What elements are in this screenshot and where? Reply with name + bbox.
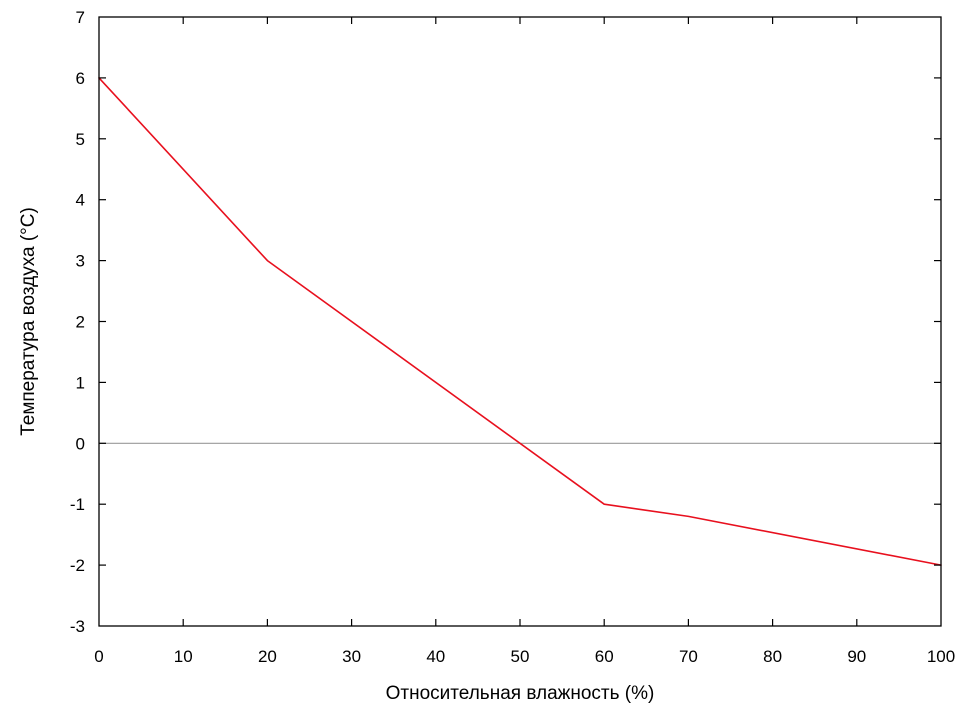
y-axis-label: Температура воздуха (°C)	[18, 207, 39, 436]
x-tick-label: 90	[847, 647, 866, 666]
x-tick-label: 100	[927, 647, 955, 666]
y-axis-ticks: -3 -2 -1 0 1 2 3 4 5 6 7	[70, 8, 941, 636]
x-tick-label: 10	[174, 647, 193, 666]
y-tick-label: 3	[76, 252, 85, 271]
x-axis-ticks: 0 10 20 30 40 50 60 70 80 90 100	[94, 17, 955, 666]
x-tick-label: 0	[94, 647, 103, 666]
y-tick-label: 7	[76, 8, 85, 27]
y-tick-label: 1	[76, 373, 85, 392]
x-tick-label: 40	[426, 647, 445, 666]
y-tick-label: 5	[76, 130, 85, 149]
y-tick-label: 6	[76, 69, 85, 88]
y-tick-label: 2	[76, 313, 85, 332]
x-tick-label: 80	[763, 647, 782, 666]
x-axis-label: Относительная влажность (%)	[386, 683, 655, 704]
x-tick-label: 30	[342, 647, 361, 666]
y-tick-label: 0	[76, 434, 85, 453]
y-tick-label: -2	[70, 556, 85, 575]
y-tick-label: 4	[76, 191, 85, 210]
y-tick-label: -3	[70, 617, 85, 636]
x-tick-label: 60	[595, 647, 614, 666]
y-tick-label: -1	[70, 495, 85, 514]
x-tick-label: 50	[511, 647, 530, 666]
x-tick-label: 70	[679, 647, 698, 666]
x-tick-label: 20	[258, 647, 277, 666]
